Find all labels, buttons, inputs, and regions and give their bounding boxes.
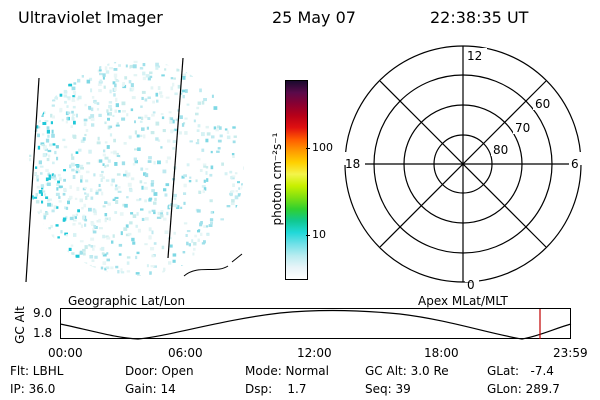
polar-label-left: 18 [345,157,360,171]
status-mode: Mode: Normal [245,364,329,378]
status-filter: Flt: LBHL [10,364,64,378]
status-gain: Gain: 14 [125,382,176,396]
orbit-x-tick-4: 23:59 [553,346,588,360]
orbit-x-tick-3: 18:00 [424,346,459,360]
colorbar-tickmark-10 [306,235,310,236]
orbit-left-label: Geographic Lat/Lon [68,294,186,308]
date-label: 25 May 07 [272,8,356,27]
polar-axis-diagonal-b [379,80,547,248]
status-door: Door: Open [125,364,194,378]
orbit-y-bottom: 1.8 [33,326,53,340]
polar-label-right: 6 [571,157,579,171]
orbit-x-tick-2: 12:00 [297,346,332,360]
emission-speckles [28,60,244,276]
orbit-y-top: 9.0 [33,306,53,320]
colorbar-tick-100: 100 [312,141,333,154]
status-glat: GLat: -7.4 [487,364,554,378]
status-dsp: Dsp: 1.7 [245,382,307,396]
orbit-axis-title: GC Alt [13,306,27,344]
polar-lat-80: 80 [493,143,508,157]
time-label: 22:38:35 UT [430,8,529,27]
terminator-curve [183,253,243,277]
status-gc-alt: GC Alt: 3.0 Re [365,364,449,378]
orbit-x-tick-0: 00:00 [48,346,83,360]
status-ip: IP: 36.0 [10,382,56,396]
colorbar-tickmark-100 [306,148,310,149]
orbit-altitude-plot [60,308,572,340]
polar-lat-70: 70 [515,121,530,135]
polar-label-top: 12 [467,49,482,63]
status-seq: Seq: 39 [365,382,411,396]
status-glon: GLon: 289.7 [487,382,560,396]
colorbar-tick-10: 10 [312,228,326,241]
polar-lat-60: 60 [535,97,550,111]
auroral-image [25,57,244,283]
orbit-x-tick-1: 06:00 [168,346,203,360]
polar-label-bottom: 0 [467,278,475,292]
instrument-title: Ultraviolet Imager [18,8,163,27]
polar-grid: 12 0 18 6 60 70 80 [343,45,583,292]
image-limb-line-right [167,57,184,259]
orbit-right-label: Apex MLat/MLT [418,294,508,308]
image-limb-line-left [25,77,40,283]
colorbar-unit-label: photon cm⁻²s⁻¹ [270,132,284,226]
orbit-altitude-curve [60,309,572,340]
orbit-plot-frame [60,308,571,339]
color-scale-bar [285,80,308,280]
